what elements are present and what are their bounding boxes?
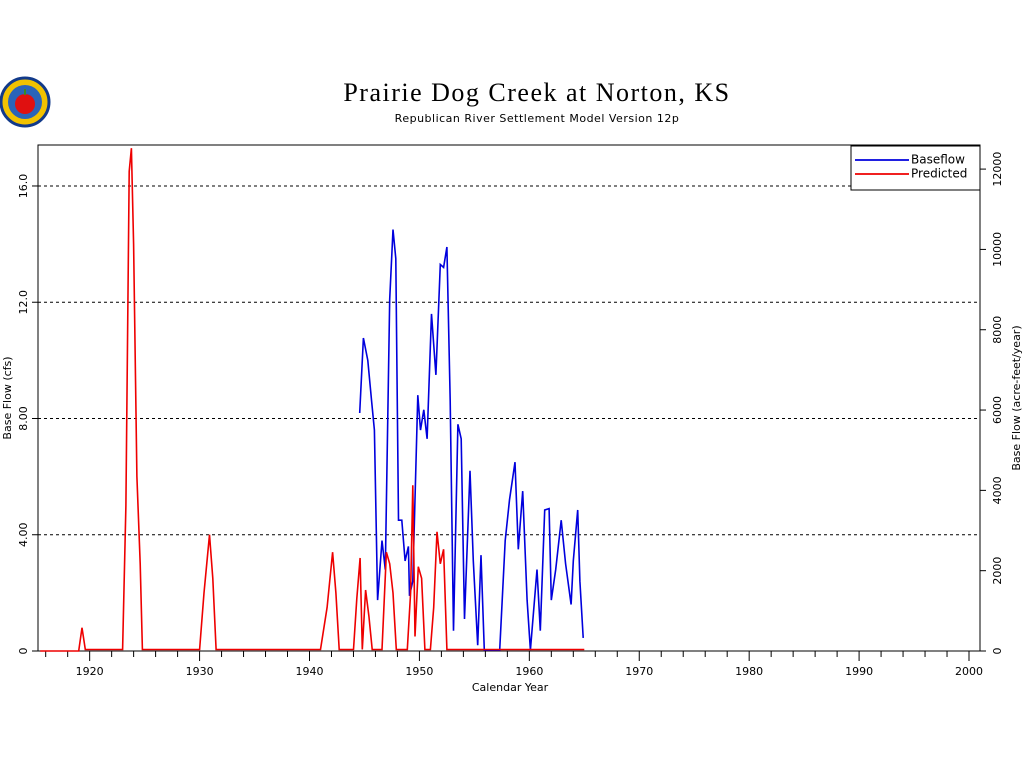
y-tick-label: 0 [17,648,30,655]
data-line [40,148,585,652]
x-tick-label: 2000 [955,665,983,678]
x-tick-label: 1950 [405,665,433,678]
y2-tick-label: 2000 [991,557,1004,585]
y2-tick-label: 12000 [991,152,1004,187]
legend-label: Baseflow [911,153,965,167]
x-tick-label: 1970 [625,665,653,678]
y2-axis-label: Base Flow (acre-feet/year) [1010,325,1023,470]
legend-label: Predicted [911,167,967,181]
x-tick-label: 1940 [295,665,323,678]
plot-frame [37,144,981,652]
x-tick-label: 1960 [515,665,543,678]
y-tick-label: 12.0 [17,290,30,315]
y-axis-label: Base Flow (cfs) [1,356,14,439]
x-tick-label: 1980 [735,665,763,678]
logo [0,76,51,128]
chart-subtitle: Republican River Settlement Model Versio… [395,112,680,125]
y2-tick-label: 8000 [991,316,1004,344]
x-tick-label: 1920 [76,665,104,678]
y2-tick-label: 4000 [991,476,1004,504]
y2-tick-label: 10000 [991,232,1004,267]
chart-title: Prairie Dog Creek at Norton, KS [343,78,730,107]
x-axis-label: Calendar Year [472,681,549,694]
y2-tick-label: 6000 [991,396,1004,424]
y-tick-label: 16.0 [17,174,30,199]
x-tick-label: 1990 [845,665,873,678]
legend-box [850,145,981,191]
data-line [358,229,584,651]
y-tick-label: 4.00 [17,522,30,547]
y-tick-label: 8.00 [17,406,30,431]
x-tick-label: 1930 [186,665,214,678]
y2-tick-label: 0 [991,648,1004,655]
